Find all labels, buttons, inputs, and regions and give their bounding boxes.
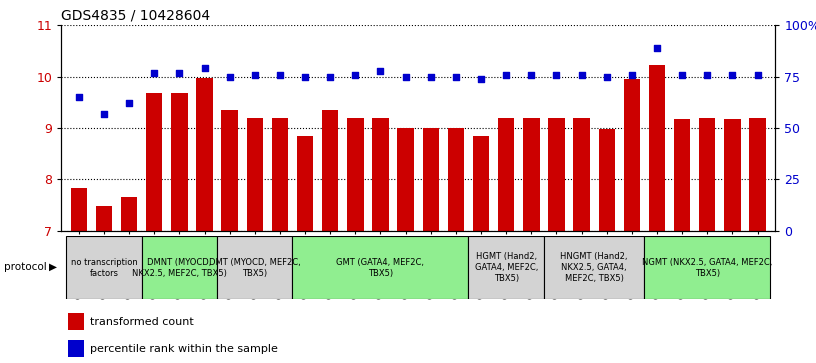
Point xyxy=(97,111,110,117)
Text: NGMT (NKX2.5, GATA4, MEF2C,
TBX5): NGMT (NKX2.5, GATA4, MEF2C, TBX5) xyxy=(642,258,773,278)
Point xyxy=(676,72,689,78)
Point xyxy=(550,72,563,78)
Point xyxy=(148,70,161,76)
Bar xyxy=(468,236,544,299)
Bar xyxy=(292,236,468,299)
Bar xyxy=(649,65,665,231)
Bar xyxy=(699,118,716,231)
Point xyxy=(273,72,286,78)
Bar xyxy=(725,119,741,231)
Point xyxy=(751,72,764,78)
Bar xyxy=(448,128,464,231)
Bar xyxy=(372,118,388,231)
Point xyxy=(223,74,236,79)
Text: DMNT (MYOCD,
NKX2.5, MEF2C, TBX5): DMNT (MYOCD, NKX2.5, MEF2C, TBX5) xyxy=(132,258,227,278)
Text: HGMT (Hand2,
GATA4, MEF2C,
TBX5): HGMT (Hand2, GATA4, MEF2C, TBX5) xyxy=(475,252,538,283)
Point xyxy=(348,72,361,78)
Bar xyxy=(146,93,162,231)
Bar xyxy=(397,128,414,231)
Bar xyxy=(548,118,565,231)
Text: protocol: protocol xyxy=(4,262,47,272)
Point xyxy=(475,76,488,82)
Bar xyxy=(544,236,645,299)
Point xyxy=(575,72,588,78)
Bar xyxy=(121,197,137,231)
Bar xyxy=(322,110,339,231)
Bar xyxy=(221,110,237,231)
Point xyxy=(122,101,135,106)
Point xyxy=(198,66,211,72)
Point xyxy=(601,74,614,79)
Text: GDS4835 / 10428604: GDS4835 / 10428604 xyxy=(61,9,211,23)
Bar xyxy=(142,236,217,299)
Text: no transcription
factors: no transcription factors xyxy=(70,258,137,278)
Text: transformed count: transformed count xyxy=(90,317,193,327)
Bar xyxy=(749,118,765,231)
Point xyxy=(450,74,463,79)
Bar xyxy=(423,128,439,231)
Bar xyxy=(523,118,539,231)
Bar xyxy=(574,118,590,231)
Point xyxy=(499,72,512,78)
Bar xyxy=(498,118,514,231)
Point xyxy=(399,74,412,79)
Bar xyxy=(71,188,87,231)
Point xyxy=(525,72,538,78)
Point xyxy=(625,72,638,78)
Bar xyxy=(246,118,263,231)
Bar xyxy=(473,136,490,231)
Bar xyxy=(171,93,188,231)
Point xyxy=(374,68,387,73)
Point xyxy=(173,70,186,76)
Point xyxy=(73,94,86,100)
Text: percentile rank within the sample: percentile rank within the sample xyxy=(90,344,277,354)
Point xyxy=(424,74,437,79)
Text: GMT (GATA4, MEF2C,
TBX5): GMT (GATA4, MEF2C, TBX5) xyxy=(336,258,424,278)
Bar xyxy=(645,236,770,299)
Bar xyxy=(217,236,292,299)
Point xyxy=(324,74,337,79)
Bar xyxy=(599,129,615,231)
Bar xyxy=(674,119,690,231)
Bar xyxy=(623,79,640,231)
Bar xyxy=(69,313,84,330)
Bar xyxy=(347,118,363,231)
Bar xyxy=(69,340,84,357)
Text: DMT (MYOCD, MEF2C,
TBX5): DMT (MYOCD, MEF2C, TBX5) xyxy=(209,258,300,278)
Text: ▶: ▶ xyxy=(49,262,57,272)
Text: HNGMT (Hand2,
NKX2.5, GATA4,
MEF2C, TBX5): HNGMT (Hand2, NKX2.5, GATA4, MEF2C, TBX5… xyxy=(561,252,628,283)
Bar xyxy=(95,206,112,231)
Point xyxy=(650,45,663,51)
Bar xyxy=(66,236,142,299)
Point xyxy=(701,72,714,78)
Point xyxy=(299,74,312,79)
Bar xyxy=(272,118,288,231)
Bar xyxy=(197,78,213,231)
Point xyxy=(726,72,739,78)
Point xyxy=(248,72,261,78)
Bar xyxy=(297,136,313,231)
